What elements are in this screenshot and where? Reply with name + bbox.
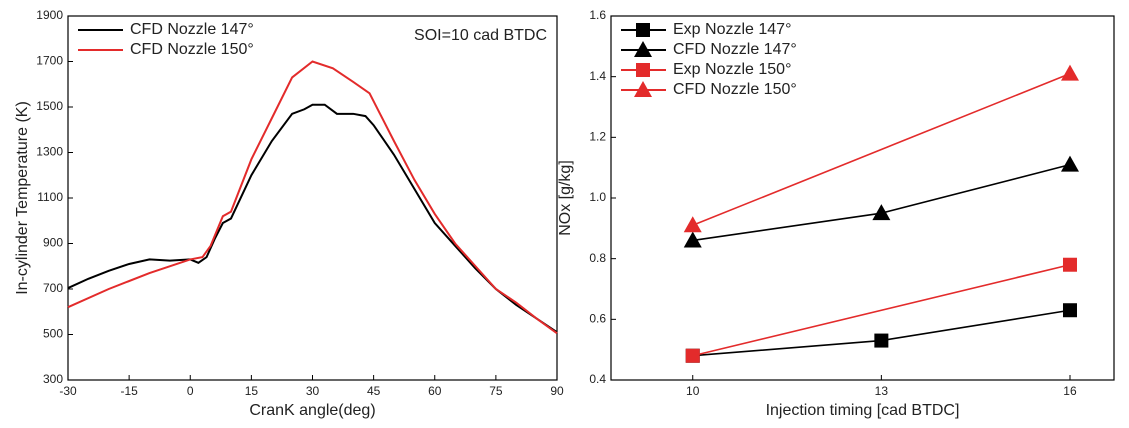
marker (634, 41, 652, 57)
y-tick-label: 1100 (37, 190, 63, 204)
x-tick-label: 75 (489, 384, 503, 398)
x-tick-label: 16 (1063, 384, 1077, 398)
y-tick-label: 1.0 (589, 190, 606, 204)
y-tick-label: 1.2 (589, 130, 606, 144)
x-tick-label: 13 (875, 384, 889, 398)
x-axis-label: Injection timing [cad BTDC] (766, 402, 960, 419)
legend-label: CFD Nozzle 147° (130, 21, 254, 38)
legend-label: CFD Nozzle 150° (673, 81, 797, 98)
y-tick-label: 1900 (36, 8, 63, 22)
x-tick-label: -30 (59, 384, 77, 398)
marker (1060, 155, 1079, 172)
plot-frame (67, 15, 558, 381)
y-tick-label: 1500 (36, 99, 63, 113)
marker (1062, 257, 1077, 272)
series-line (692, 72, 1071, 227)
series-line (67, 103, 558, 334)
y-tick-label: 0.4 (589, 372, 606, 386)
legend-label: Exp Nozzle 150° (673, 61, 791, 78)
x-tick-label: 0 (187, 384, 194, 398)
y-tick-label: 1.4 (589, 69, 606, 83)
legend-label: CFD Nozzle 150° (130, 41, 254, 58)
marker (683, 231, 702, 248)
y-tick-label: 0.8 (589, 251, 606, 265)
y-tick-label: 1700 (36, 54, 63, 68)
series-line (692, 263, 1071, 357)
x-tick-label: -15 (120, 384, 138, 398)
y-tick-label: 700 (43, 281, 63, 295)
marker (1062, 303, 1077, 318)
series-line (67, 60, 558, 335)
x-tick-label: 60 (428, 384, 442, 398)
y-axis-label: NOx [g/kg] (557, 160, 574, 236)
marker (683, 216, 702, 233)
y-axis-label: In-cylinder Temperature (K) (14, 101, 31, 295)
y-tick-label: 900 (43, 236, 63, 250)
marker (634, 81, 652, 97)
y-tick-label: 500 (43, 327, 63, 341)
y-tick-label: 1.6 (589, 8, 606, 22)
x-tick-label: 10 (686, 384, 700, 398)
y-tick-label: 300 (43, 372, 63, 386)
x-axis-label: CranK angle(deg) (249, 402, 375, 419)
legend-label: Exp Nozzle 147° (673, 21, 791, 38)
x-tick-label: 45 (367, 384, 381, 398)
marker (874, 333, 889, 348)
x-tick-label: 30 (306, 384, 320, 398)
x-tick-label: 90 (550, 384, 564, 398)
marker (636, 23, 650, 37)
marker (1060, 64, 1079, 81)
annotation: SOI=10 cad BTDC (414, 27, 547, 44)
y-tick-label: 0.6 (589, 312, 606, 326)
marker (872, 204, 891, 221)
marker (685, 348, 700, 363)
marker (636, 63, 650, 77)
y-tick-label: 1300 (36, 145, 63, 159)
legend-label: CFD Nozzle 147° (673, 41, 797, 58)
series-line (692, 309, 1071, 357)
x-tick-label: 15 (245, 384, 259, 398)
